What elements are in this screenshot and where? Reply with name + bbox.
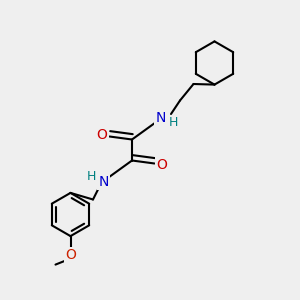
Text: O: O: [97, 128, 107, 142]
Text: H: H: [169, 116, 178, 130]
Text: N: N: [155, 112, 166, 125]
Text: O: O: [65, 248, 76, 262]
Text: O: O: [157, 158, 167, 172]
Text: H: H: [87, 170, 96, 184]
Text: N: N: [98, 175, 109, 188]
